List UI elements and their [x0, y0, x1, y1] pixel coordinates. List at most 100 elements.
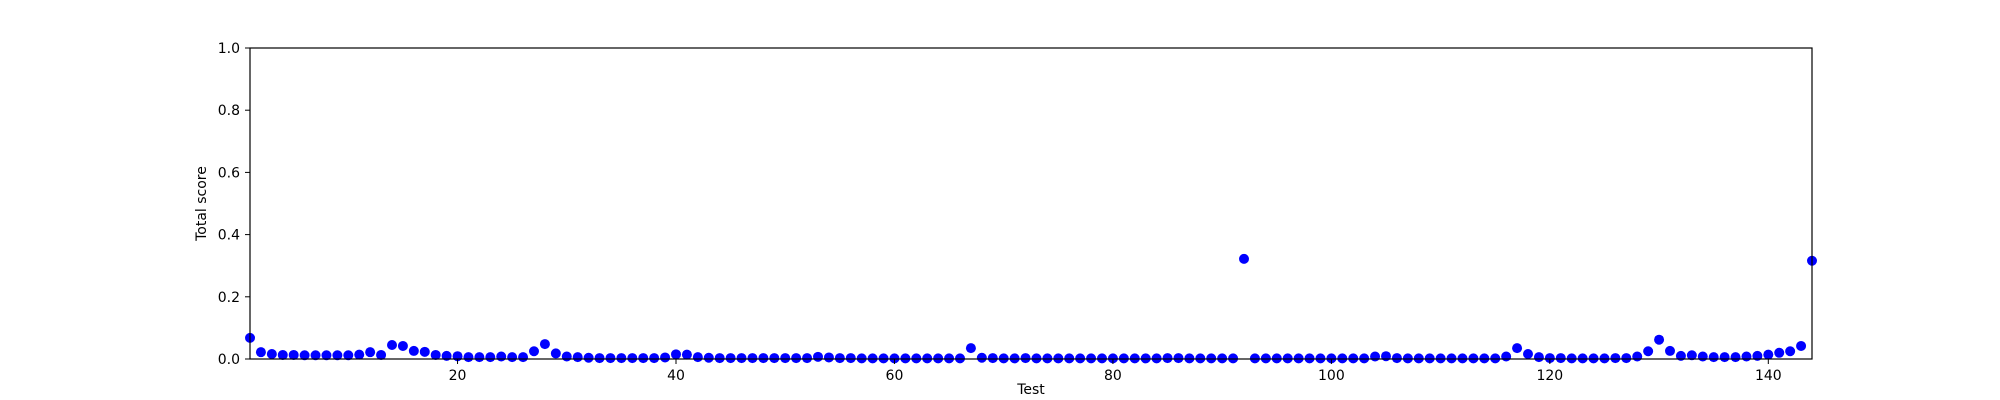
data-point	[791, 353, 802, 364]
data-point	[1239, 253, 1249, 264]
x-tick-label: 80	[1104, 368, 1122, 384]
data-point	[1435, 353, 1446, 364]
data-point	[1533, 352, 1544, 363]
data-point	[1490, 353, 1501, 364]
data-point	[758, 353, 769, 364]
data-point	[387, 340, 397, 351]
data-point	[834, 353, 845, 364]
data-point	[944, 353, 955, 364]
data-point	[1118, 353, 1129, 364]
data-point	[1129, 353, 1140, 364]
data-point	[550, 348, 561, 359]
data-point	[1708, 352, 1719, 363]
plot-frame	[249, 47, 1813, 360]
data-point	[769, 353, 780, 364]
data-point	[1468, 353, 1479, 364]
data-point	[539, 339, 550, 350]
data-point	[1086, 353, 1097, 364]
y-tick-label: 0.8	[218, 103, 240, 119]
data-point	[255, 347, 266, 358]
data-point	[1610, 353, 1621, 364]
data-point	[1009, 353, 1020, 364]
data-point	[1337, 353, 1348, 364]
data-point	[1774, 347, 1785, 358]
data-point	[867, 353, 878, 364]
data-point	[1184, 353, 1195, 364]
data-points	[245, 253, 1817, 364]
data-point	[1446, 353, 1457, 364]
data-point	[1206, 353, 1217, 364]
data-point	[681, 349, 692, 360]
data-point	[430, 349, 441, 360]
data-point	[376, 349, 387, 360]
data-point	[1697, 351, 1708, 362]
data-point	[321, 350, 332, 361]
data-point	[1632, 351, 1643, 362]
data-point	[649, 353, 660, 364]
data-point	[474, 352, 485, 363]
data-point	[1402, 353, 1413, 364]
data-point	[911, 353, 922, 364]
data-point	[441, 350, 452, 361]
data-point	[1544, 353, 1555, 364]
data-point	[714, 353, 725, 364]
data-point	[1523, 349, 1533, 360]
data-point	[1064, 353, 1075, 364]
data-point	[1304, 353, 1315, 364]
data-point	[889, 353, 900, 364]
data-point	[725, 353, 736, 364]
data-point	[583, 352, 594, 363]
data-point	[845, 353, 856, 364]
data-point	[299, 350, 310, 361]
data-point	[1151, 353, 1162, 364]
data-point	[485, 352, 496, 363]
data-point	[1555, 353, 1566, 364]
data-point	[1020, 353, 1031, 364]
data-point	[922, 353, 933, 364]
data-point	[463, 352, 474, 363]
data-point	[703, 352, 714, 363]
data-point	[1173, 353, 1184, 364]
data-point	[965, 343, 976, 354]
data-point	[1752, 350, 1763, 361]
data-point	[802, 353, 813, 364]
data-point	[1391, 353, 1402, 364]
data-point	[1643, 346, 1654, 357]
data-point	[1053, 353, 1064, 364]
x-tick-label: 40	[667, 368, 685, 384]
data-point	[332, 350, 343, 361]
data-point	[616, 353, 627, 364]
data-point	[1097, 353, 1107, 364]
data-point	[627, 353, 638, 364]
x-tick-label: 100	[1318, 368, 1345, 384]
data-point	[1577, 353, 1588, 364]
data-point	[878, 353, 889, 364]
data-point	[998, 353, 1009, 364]
data-point	[1348, 353, 1359, 364]
y-tick-label: 1.0	[218, 41, 240, 57]
data-point	[1217, 353, 1228, 364]
y-tick-label: 0.4	[218, 228, 240, 244]
x-tick-label: 20	[449, 368, 467, 384]
y-tick-label: 0.6	[218, 165, 240, 181]
data-point	[671, 349, 681, 360]
data-point	[1075, 353, 1086, 364]
data-point	[1107, 353, 1118, 364]
data-point	[1719, 352, 1730, 363]
data-point	[1785, 346, 1796, 357]
data-point	[1566, 353, 1577, 364]
data-point	[1140, 353, 1151, 364]
data-point	[1271, 353, 1282, 364]
data-point	[1282, 353, 1293, 364]
data-point	[343, 350, 354, 361]
data-point	[1741, 351, 1752, 362]
data-point	[660, 352, 671, 363]
data-point	[496, 351, 507, 362]
data-point	[1675, 350, 1686, 361]
data-point	[856, 353, 867, 364]
data-point	[747, 353, 758, 364]
data-point	[1293, 353, 1304, 364]
data-point	[518, 352, 529, 363]
